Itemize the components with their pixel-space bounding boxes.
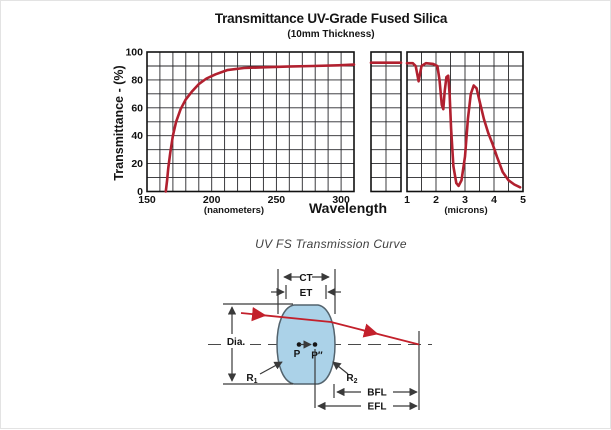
r1-label: R1 [246, 373, 257, 385]
x-tick-label: 150 [138, 194, 156, 206]
efl-label: EFL [368, 402, 387, 413]
light-ray-arrowhead-out [362, 323, 379, 338]
ct-label: CT [299, 273, 312, 284]
y-tick-label: 40 [131, 130, 143, 142]
principal-point-p2 [312, 342, 318, 347]
x-tick-label: 5 [520, 194, 526, 206]
chart-panel-infrared-microns [406, 51, 524, 193]
lens-dimension-diagram: CT ET Dia. P P″ R1 R2 BFL EFL [208, 269, 432, 413]
bfl-label: BFL [367, 388, 386, 399]
x-axis-unit-microns: (microns) [444, 205, 488, 216]
r2-arrow [332, 361, 349, 375]
light-ray [240, 312, 420, 346]
x-axis-label: Wavelength [308, 200, 388, 216]
chart-title: Transmittance UV-Grade Fused Silica [214, 11, 448, 26]
dia-label-mask [222, 334, 250, 348]
y-tick-label: 60 [131, 102, 143, 114]
x-tick-label: 250 [268, 194, 286, 206]
bfl-label-mask [361, 385, 393, 398]
light-ray-arrowhead-in [251, 306, 267, 322]
dia-label: Dia. [227, 337, 246, 348]
r2-label: R2 [346, 373, 357, 385]
chart-panel-axis-break [370, 51, 402, 193]
transmission-curve-ultraviolet-nanometers [164, 63, 356, 193]
figure-caption: UV FS Transmission Curve [255, 237, 407, 251]
principal-point-p [296, 342, 302, 347]
x-tick-label: 4 [491, 194, 497, 206]
x-tick-label: 1 [404, 194, 410, 206]
p-label: P [294, 349, 301, 360]
transmission-curve-infrared-microns [405, 61, 522, 189]
chart-panel-ultraviolet-nanometers [146, 51, 355, 193]
et-label: ET [300, 288, 313, 299]
chart-subtitle: (10mm Thickness) [287, 29, 375, 40]
y-tick-label: 100 [125, 47, 143, 59]
y-tick-label: 80 [131, 74, 143, 86]
p-double-prime-label: P″ [311, 351, 323, 362]
y-tick-label: 0 [137, 186, 143, 198]
x-axis-unit-nanometers: (nanometers) [203, 205, 265, 216]
dia-leader-lines [223, 303, 293, 385]
r1-arrow [259, 361, 283, 375]
x-tick-label: 2 [433, 194, 439, 206]
et-tick-lines [285, 285, 327, 299]
x-tick-label: 200 [203, 194, 221, 206]
x-tick-label: 300 [332, 194, 350, 206]
y-tick-label: 20 [131, 158, 143, 170]
x-tick-label: 3 [462, 194, 468, 206]
efl-label-mask [361, 399, 393, 412]
